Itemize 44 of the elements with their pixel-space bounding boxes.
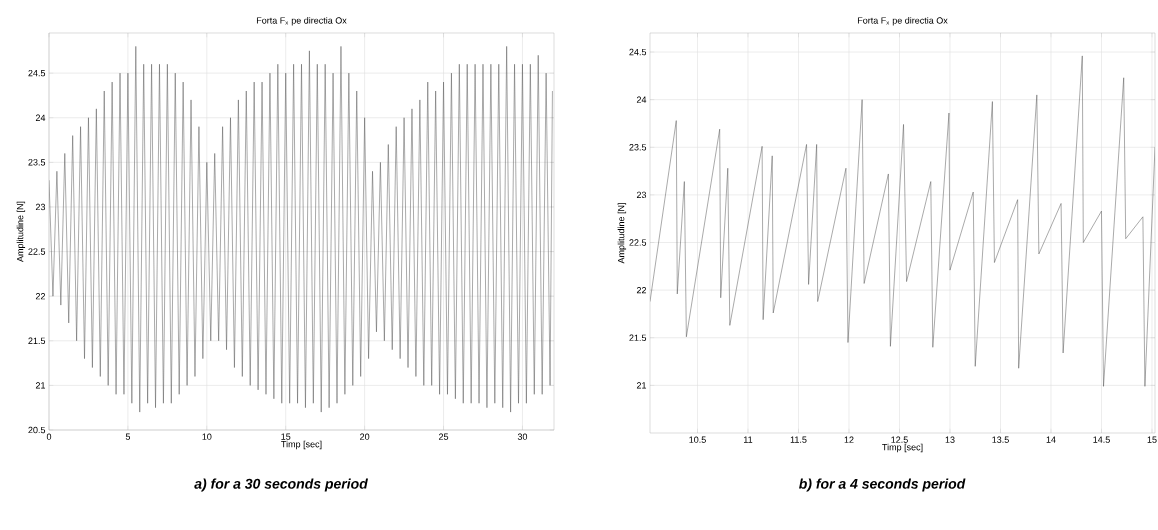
x-tick-label: 12.5 bbox=[891, 436, 908, 443]
y-tick-label: 22 bbox=[636, 286, 647, 294]
x-tick-label: 13 bbox=[945, 436, 955, 443]
x-axis-title: Timp [sec] bbox=[882, 443, 923, 453]
y-tick-label: 23.5 bbox=[28, 159, 46, 166]
y-axis-title: Amplitudine [N] bbox=[617, 203, 627, 264]
x-tick-label: 11 bbox=[744, 436, 753, 443]
x-tick-label: 15 bbox=[281, 433, 291, 440]
line-series bbox=[49, 46, 553, 413]
chart-title: Forta F$_{x}$ pe directia Ox bbox=[256, 17, 347, 26]
y-tick-label: 22.5 bbox=[28, 248, 46, 255]
y-tick-label: 24 bbox=[35, 114, 46, 121]
y-tick-label: 22 bbox=[35, 293, 46, 300]
chart-title: Forta F$_{x}$ pe directia Ox bbox=[857, 17, 948, 26]
y-axis-title: Amplitudine [N] bbox=[16, 201, 26, 262]
y-tick-label: 21 bbox=[636, 382, 647, 389]
y-tick-label: 24 bbox=[636, 96, 647, 103]
x-axis-title: Timp [sec] bbox=[281, 440, 322, 450]
y-tick-label: 23 bbox=[35, 203, 46, 211]
y-tick-label: 22.5 bbox=[629, 239, 647, 246]
x-tick-label: 10 bbox=[202, 433, 212, 440]
x-tick-label: 0 bbox=[46, 433, 52, 440]
x-tick-label: 10.5 bbox=[689, 436, 706, 443]
x-tick-label: 11.5 bbox=[790, 436, 807, 443]
text: a) for a 30 seconds period bbox=[194, 478, 368, 492]
x-tick-label: 15 bbox=[1147, 436, 1157, 443]
x-tick-label: 20 bbox=[360, 433, 370, 440]
y-tick-label: 24.5 bbox=[28, 69, 46, 77]
x-tick-label: 14.5 bbox=[1093, 436, 1110, 443]
y-tick-label: 21.5 bbox=[629, 334, 647, 341]
x-tick-label: 30 bbox=[517, 433, 528, 440]
text: b) for a 4 seconds period bbox=[799, 478, 966, 492]
x-tick-label: 13.5 bbox=[992, 436, 1009, 443]
y-tick-label: 20.5 bbox=[28, 426, 46, 434]
y-tick-label: 21.5 bbox=[28, 337, 46, 344]
x-tick-label: 5 bbox=[125, 433, 131, 440]
x-tick-label: 14 bbox=[1046, 436, 1056, 443]
x-tick-label: 25 bbox=[438, 433, 449, 440]
y-tick-label: 24.5 bbox=[629, 48, 647, 56]
y-tick-label: 23.5 bbox=[629, 144, 647, 151]
x-tick-label: 12 bbox=[844, 436, 854, 443]
line-series bbox=[650, 55, 1156, 387]
y-tick-label: 21 bbox=[35, 382, 46, 389]
y-tick-label: 23 bbox=[636, 191, 647, 199]
